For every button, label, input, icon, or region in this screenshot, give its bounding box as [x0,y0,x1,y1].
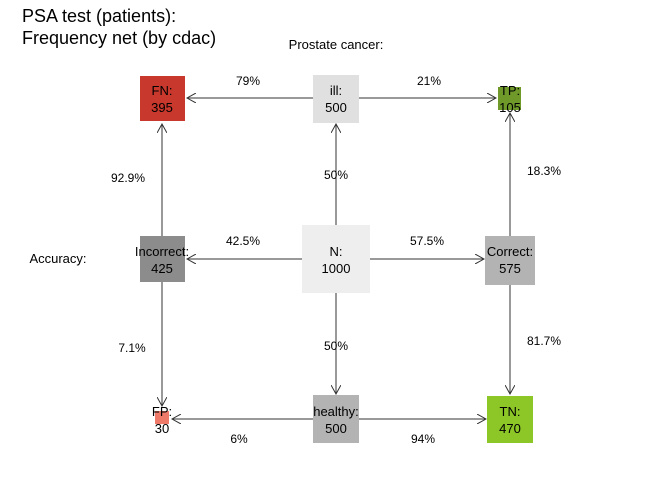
title-line-1: PSA test (patients): [22,6,177,26]
node-tn-label: TN: [500,404,521,419]
node-tn-box [487,396,533,443]
node-fp-box [155,411,169,424]
node-n-box [302,225,370,293]
edge-label-correct-tn: 81.7% [527,334,561,348]
edge-label-n-healthy: 50% [324,339,348,353]
node-tp-box [498,87,521,110]
node-ill-value: 500 [325,100,347,115]
node-correct-value: 575 [499,261,521,276]
node-tp-value: 105 [499,100,521,115]
title-line-2: Frequency net (by cdac) [22,28,217,48]
edge-label-incorrect-fn: 92.9% [111,171,145,185]
edge-label-n-incorrect: 42.5% [226,234,260,248]
node-fn-label: FN: [152,83,173,98]
edge-label-healthy-tn: 94% [411,432,435,446]
node-fn-value: 395 [151,100,173,115]
edge-label-correct-tp: 18.3% [527,164,561,178]
edge-label-n-correct: 57.5% [410,234,444,248]
node-healthy-label: healthy: [313,404,359,419]
edge-label-ill-fn: 79% [236,74,260,88]
node-n-value: 1000 [322,261,351,276]
node-ill-label: ill: [330,83,342,98]
node-ill-box [313,75,359,123]
edge-label-ill-tp: 21% [417,74,441,88]
node-correct-box [485,236,535,285]
edge-label-incorrect-fp: 7.1% [118,341,146,355]
node-incorrect-box [140,236,185,282]
node-healthy-box [313,395,359,443]
node-n-label: N: [330,244,343,259]
node-fp-value: 30 [155,421,169,436]
node-correct-label: Correct: [487,244,533,259]
node-fp-label: FP: [152,404,172,419]
node-healthy-value: 500 [325,421,347,436]
edge-label-healthy-fp: 6% [230,432,248,446]
row-label-accuracy: Accuracy: [29,251,86,266]
node-tn-value: 470 [499,421,521,436]
row-label-prostate-cancer: Prostate cancer: [289,37,384,52]
node-fn-box [140,76,185,121]
edge-label-n-ill: 50% [324,168,348,182]
node-tp-label: TP: [500,83,520,98]
node-incorrect-label: Incorrect: [135,244,189,259]
node-incorrect-value: 425 [151,261,173,276]
